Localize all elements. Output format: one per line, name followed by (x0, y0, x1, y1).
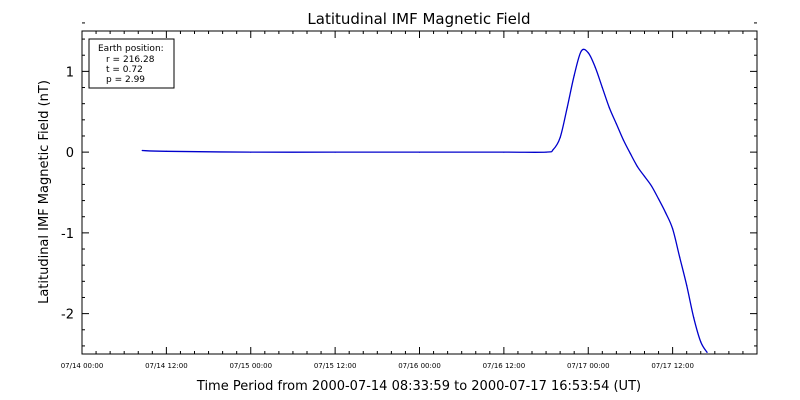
legend-frame (88, 38, 175, 89)
data-point (693, 317, 695, 319)
data-point (629, 153, 632, 155)
data-point (622, 139, 625, 141)
data-point (580, 50, 582, 52)
legend-box: Earth position: r = 216.28 t = 0.72 p = … (88, 38, 175, 89)
data-point (615, 123, 617, 125)
data-point (165, 150, 167, 152)
x-tick-label: 07/16 00:00 (398, 362, 441, 370)
data-point (503, 151, 505, 153)
x-axis: 07/14 00:00 07/14 12:00 07/15 00:00 07/15 1… (61, 31, 758, 370)
x-tick-label: 07/14 12:00 (145, 362, 188, 370)
x-tick-label: 07/16 12:00 (483, 362, 526, 370)
data-point (601, 86, 603, 89)
x-tick-label: 07/15 12:00 (314, 362, 357, 370)
data-point (566, 107, 568, 109)
data-point (657, 198, 660, 200)
legend-line-p: p = 2.99 (106, 75, 145, 85)
x-tick-label: 07/15 00:00 (229, 362, 272, 370)
data-point (587, 52, 589, 54)
data-point (250, 151, 252, 153)
data-point (608, 107, 610, 109)
y-tick-label: 0 (66, 146, 74, 161)
data-point (141, 149, 143, 152)
x-axis-title: Time Period from 2000-07-14 08:33:59 to … (196, 379, 641, 394)
data-point (672, 228, 674, 230)
data-point (686, 284, 688, 286)
data-point (552, 149, 554, 151)
data-point (650, 185, 653, 187)
data-point (636, 166, 639, 168)
legend-line-r: r = 216.28 (106, 55, 155, 65)
data-point (706, 351, 708, 353)
y-tick-label: -1 (61, 227, 74, 242)
chart-title: Latitudinal IMF Magnetic Field (307, 10, 530, 28)
data-point (664, 212, 667, 214)
data-point (679, 256, 681, 258)
legend-heading: Earth position: (98, 44, 164, 54)
y-tick-label: 1 (66, 65, 74, 80)
x-tick-label: 07/17 00:00 (567, 362, 610, 370)
y-tick-label: -2 (61, 308, 74, 323)
x-tick-label: 07/17 12:00 (651, 362, 694, 370)
data-point (700, 341, 702, 343)
data-point (559, 136, 561, 139)
data-point (418, 151, 421, 153)
series-layer (141, 48, 708, 353)
x-tick-label: 07/14 00:00 (61, 362, 104, 370)
y-axis-title: Latitudinal IMF Magnetic Field (nT) (37, 80, 52, 304)
legend-line-t: t = 0.72 (106, 65, 143, 75)
data-point (573, 74, 575, 77)
data-point (643, 175, 646, 177)
data-point (545, 151, 547, 153)
data-point (594, 66, 596, 68)
data-point (334, 151, 336, 153)
y-axis: -2 -1 0 1 (61, 22, 757, 347)
